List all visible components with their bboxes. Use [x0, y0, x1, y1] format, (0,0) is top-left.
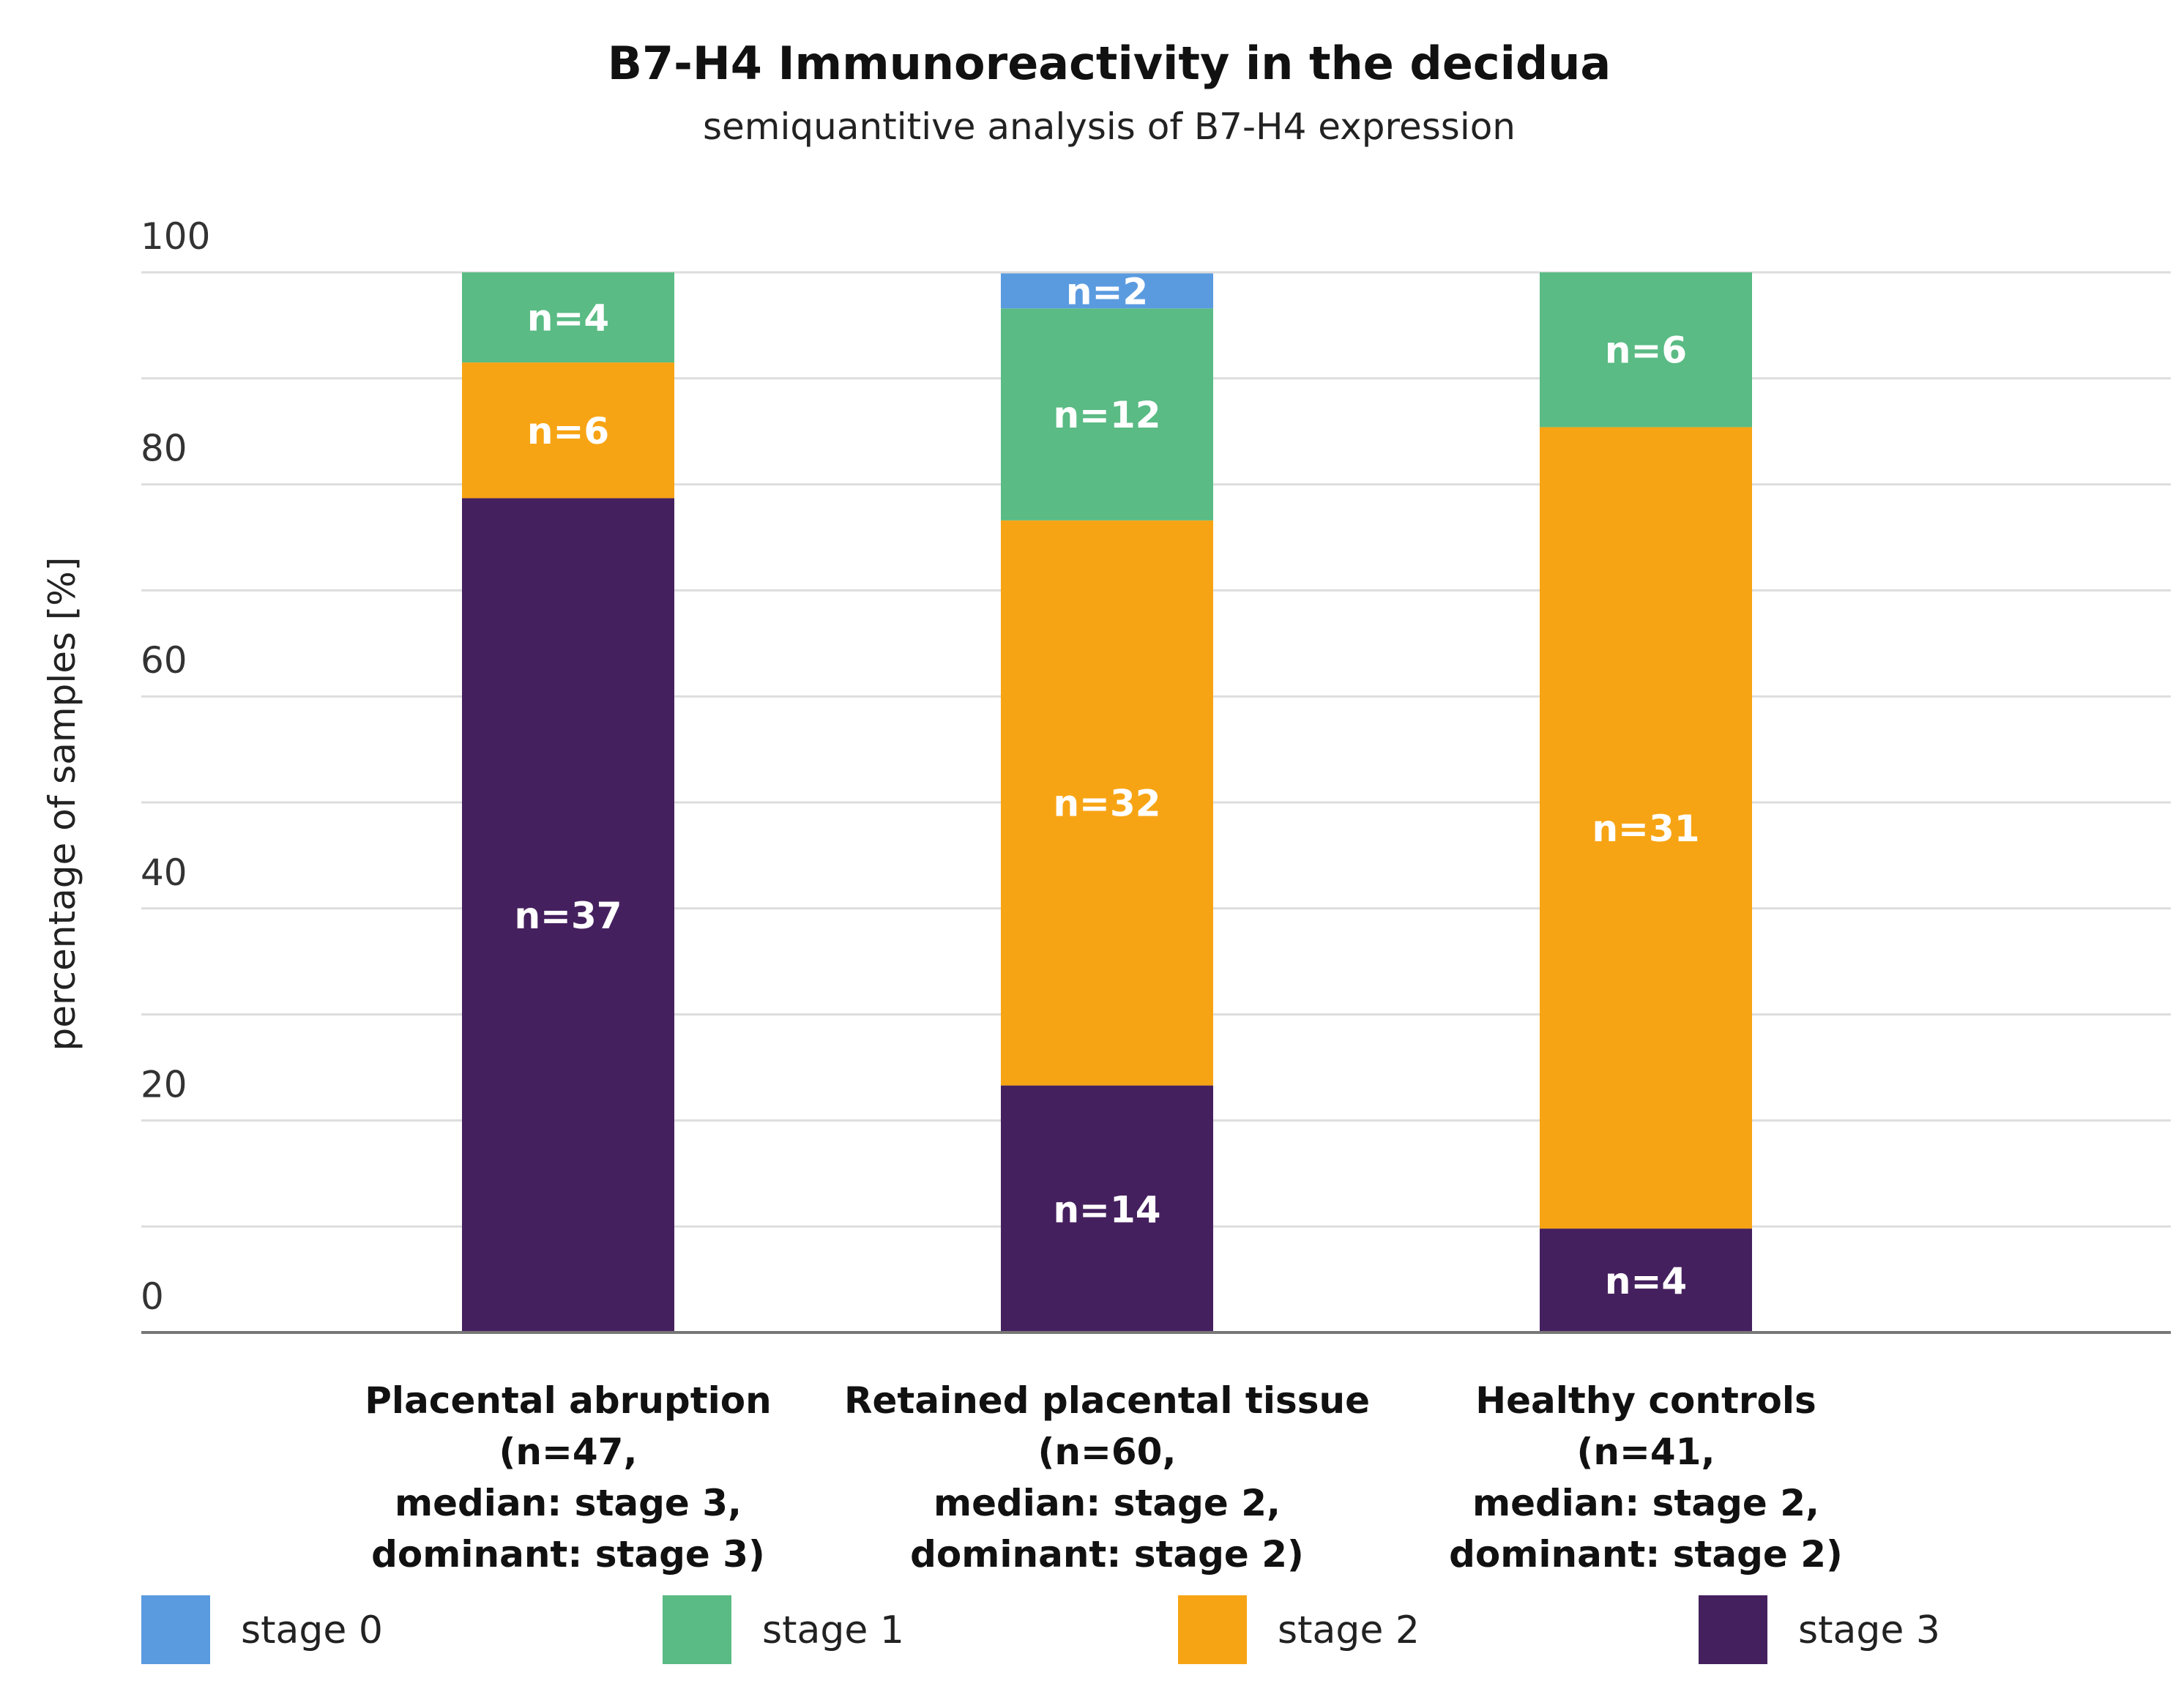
bar-segment-stage-3-cat1 — [462, 498, 674, 1332]
y-tick-label-0: 0 — [141, 1275, 164, 1318]
legend-swatch-stage-2 — [1178, 1595, 1247, 1664]
x-category-label-3: Healthy controls (n=41, median: stage 2, do… — [1449, 1379, 1843, 1576]
x-category-label-line: Healthy controls — [1475, 1379, 1816, 1422]
bar-segment-stage-1-cat2 — [1001, 308, 1213, 521]
x-category-label-line: Retained placental tissue — [844, 1379, 1370, 1422]
legend-label-stage-2: stage 2 — [1278, 1608, 1420, 1652]
chart-subtitle: semiquantitive analysis of B7-H4 express… — [703, 105, 1516, 148]
legend-label-stage-3: stage 3 — [1798, 1608, 1940, 1652]
y-axis-tick-labels: 0 20 40 60 80 100 — [141, 215, 210, 1318]
x-category-label-line: dominant: stage 3) — [371, 1533, 765, 1576]
x-category-label-line: dominant: stage 2) — [1449, 1533, 1843, 1576]
bar-segment-stage-2-cat1 — [462, 362, 674, 499]
segment-label-stage-2-cat3: n=31 — [1592, 808, 1699, 850]
legend-swatch-stage-3 — [1699, 1595, 1767, 1664]
segment-label-stage-3-cat1: n=37 — [514, 895, 622, 937]
segment-labels: n=37 n=6 n=4 n=14 n=32 n=12 n=2 n=4 n=31 n=6 — [514, 270, 1699, 1302]
y-axis-label: percentage of samples [%] — [41, 557, 83, 1051]
y-tick-label-20: 20 — [141, 1063, 187, 1106]
bar-segment-stage-2-cat2 — [1001, 520, 1213, 1086]
y-tick-label-100: 100 — [141, 215, 210, 258]
bars — [462, 272, 1752, 1332]
segment-label-stage-0-cat2: n=2 — [1066, 270, 1148, 313]
x-axis-category-labels: Placental abruption (n=47, median: stage 3… — [365, 1379, 1843, 1576]
segment-label-stage-1-cat2: n=12 — [1053, 394, 1160, 436]
segment-label-stage-2-cat2: n=32 — [1053, 783, 1160, 825]
segment-label-stage-3-cat3: n=4 — [1605, 1260, 1687, 1302]
legend-label-stage-0: stage 0 — [241, 1608, 383, 1652]
bar-segment-stage-1-cat3 — [1540, 272, 1752, 428]
legend: stage 0 stage 1 stage 2 stage 3 — [141, 1595, 1940, 1664]
y-tick-label-60: 60 — [141, 639, 187, 682]
x-category-label-line: (n=60, — [1038, 1431, 1177, 1473]
x-category-label-line: (n=41, — [1577, 1431, 1715, 1473]
segment-label-stage-3-cat2: n=14 — [1053, 1188, 1160, 1231]
bar-segment-stage-3-cat3 — [1540, 1229, 1752, 1332]
legend-label-stage-1: stage 1 — [762, 1608, 904, 1652]
segment-label-stage-1-cat1: n=4 — [527, 297, 609, 340]
y-tick-label-40: 40 — [141, 851, 187, 894]
x-category-label-line: median: stage 2, — [1472, 1482, 1819, 1524]
legend-swatch-stage-1 — [663, 1595, 731, 1664]
x-category-label-1: Placental abruption (n=47, median: stage 3… — [365, 1379, 771, 1576]
x-category-label-line: median: stage 2, — [933, 1482, 1281, 1524]
bar-segment-stage-3-cat2 — [1001, 1085, 1213, 1332]
x-category-label-2: Retained placental tissue (n=60, median: s… — [844, 1379, 1370, 1576]
bar-segment-stage-2-cat3 — [1540, 427, 1752, 1229]
x-category-label-line: median: stage 3, — [395, 1482, 742, 1524]
x-category-label-line: dominant: stage 2) — [910, 1533, 1304, 1576]
bar-segment-stage-1-cat1 — [462, 272, 674, 363]
segment-label-stage-2-cat1: n=6 — [527, 410, 609, 452]
y-tick-label-80: 80 — [141, 428, 187, 470]
bar-segment-stage-0-cat2 — [1001, 273, 1213, 309]
segment-label-stage-1-cat3: n=6 — [1605, 329, 1687, 372]
legend-swatch-stage-0 — [141, 1595, 210, 1664]
x-category-label-line: (n=47, — [499, 1431, 638, 1473]
chart-title: B7-H4 Immunoreactivity in the decidua — [608, 37, 1611, 90]
x-category-label-line: Placental abruption — [365, 1379, 771, 1422]
